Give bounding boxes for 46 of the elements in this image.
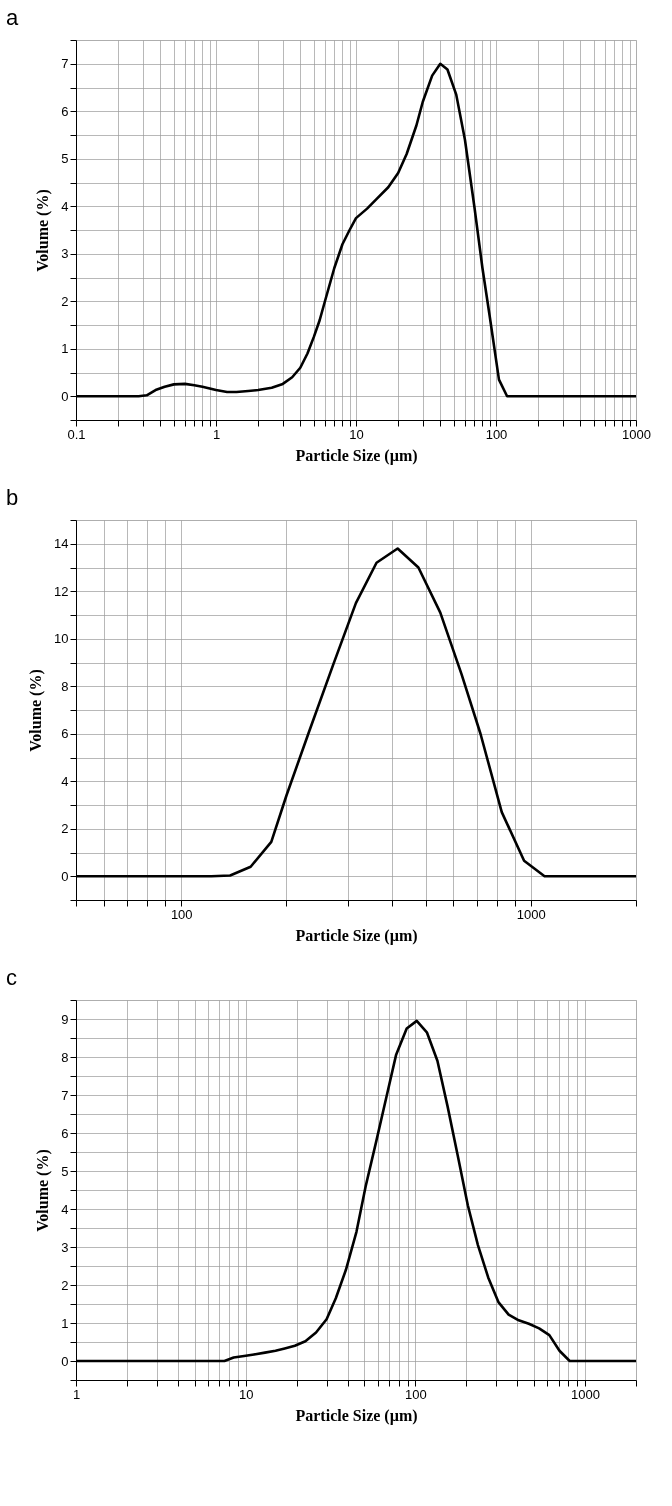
y-tick-label: 6: [61, 726, 69, 742]
y-tick-label: 0: [61, 388, 69, 404]
y-tick-label: 5: [61, 151, 69, 167]
y-tick-label: 8: [61, 1049, 69, 1065]
y-tick-label: 0: [61, 1353, 69, 1369]
y-tick-label: 1: [61, 341, 69, 357]
y-tick-label: 6: [61, 103, 69, 119]
x-tick-label: 10: [238, 1386, 254, 1402]
x-tick-label: 1000: [622, 426, 651, 442]
y-tick-label: 9: [61, 1011, 69, 1027]
x-axis-title: Particle Size (µm): [295, 926, 418, 945]
x-tick-label: 100: [404, 1386, 427, 1402]
y-tick-label: 2: [61, 293, 69, 309]
x-tick-label: 100: [485, 426, 508, 442]
y-tick-label: 2: [61, 1277, 69, 1293]
y-tick-label: 14: [54, 536, 69, 552]
x-tick-label: 0.1: [67, 426, 86, 442]
chart-title: a: [6, 5, 19, 30]
y-tick-label: 7: [61, 1087, 69, 1103]
y-axis-title: Volume (%): [27, 669, 46, 752]
y-tick-label: 4: [61, 1201, 69, 1217]
y-tick-label: 2: [61, 821, 69, 837]
x-axis-title: Particle Size (µm): [295, 446, 418, 465]
y-axis-title: Volume (%): [34, 1149, 53, 1232]
y-tick-label: 0: [61, 868, 69, 884]
x-tick-label: 10: [349, 426, 364, 442]
chart-title: c: [6, 965, 17, 990]
y-tick-label: 6: [61, 1125, 69, 1141]
y-tick-label: 8: [61, 678, 69, 694]
y-tick-label: 3: [61, 246, 69, 262]
x-tick-label: 1: [212, 426, 221, 442]
x-tick-label: 1000: [516, 906, 546, 922]
y-tick-label: 5: [61, 1163, 69, 1179]
y-tick-label: 4: [61, 198, 69, 214]
x-tick-label: 100: [170, 906, 193, 922]
y-tick-label: 1: [61, 1315, 69, 1331]
y-tick-label: 12: [54, 583, 69, 599]
y-tick-label: 4: [61, 773, 69, 789]
chart-title: b: [6, 485, 19, 510]
y-tick-label: 7: [61, 56, 69, 72]
x-axis-title: Particle Size (µm): [295, 1406, 418, 1425]
x-tick-label: 1000: [570, 1386, 600, 1402]
y-tick-label: 3: [61, 1239, 69, 1255]
y-tick-label: 10: [54, 631, 69, 647]
y-axis-title: Volume (%): [34, 189, 53, 272]
x-tick-label: 1: [72, 1386, 81, 1402]
